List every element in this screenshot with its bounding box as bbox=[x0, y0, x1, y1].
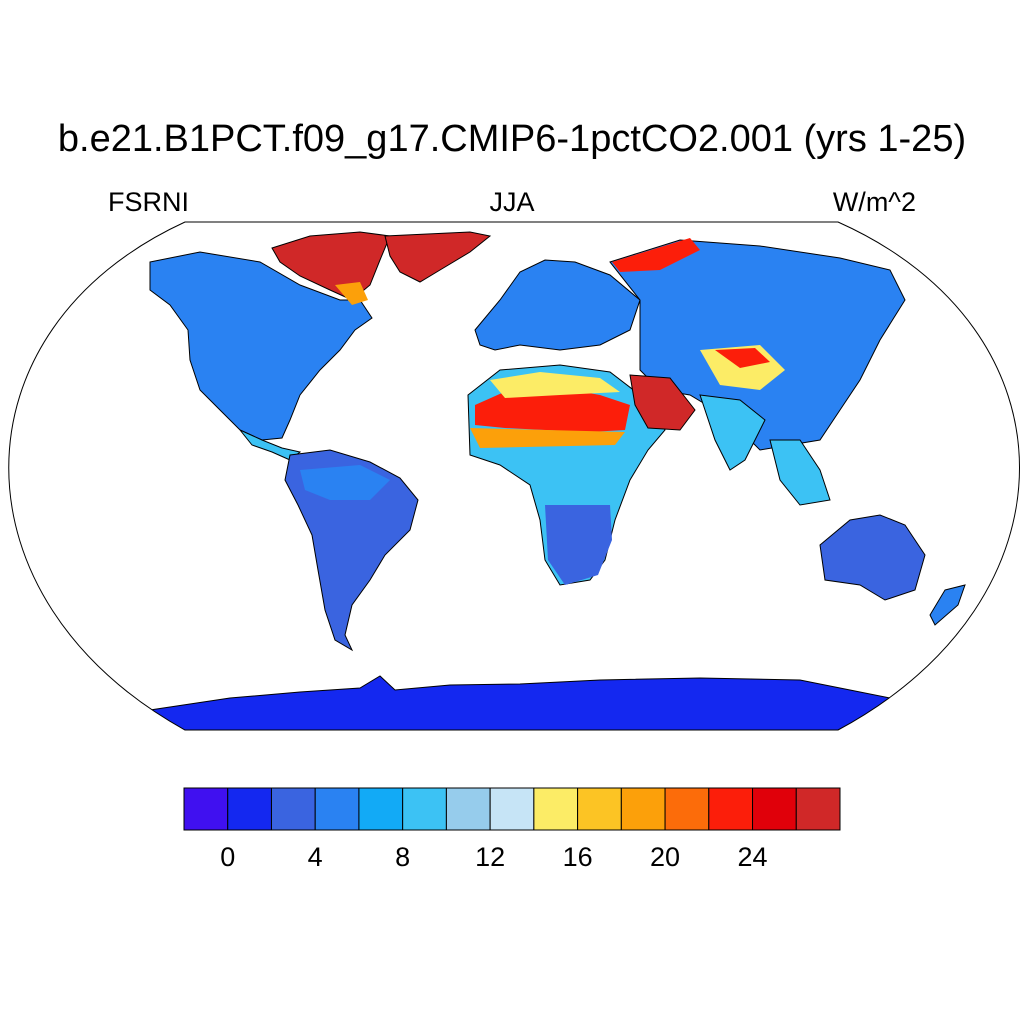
colorbar-swatch bbox=[533, 787, 579, 831]
colorbar-swatch bbox=[795, 787, 841, 831]
new-zealand-land bbox=[929, 584, 966, 626]
siberia-hot bbox=[612, 238, 700, 272]
sahara-yellow bbox=[490, 372, 620, 398]
colorbar-swatch bbox=[183, 787, 229, 831]
colorbar-swatch bbox=[445, 787, 491, 831]
colorbar-tick-label: 0 bbox=[220, 842, 236, 872]
hudson-bay-coast bbox=[335, 282, 368, 305]
colorbar-swatch bbox=[620, 787, 666, 831]
colorbar-tick-label: 20 bbox=[650, 842, 681, 872]
colorbar-tick-label: 4 bbox=[307, 842, 323, 872]
colorbar-swatch bbox=[489, 787, 535, 831]
variable-label: FSRNI bbox=[108, 187, 189, 217]
units-label: W/m^2 bbox=[832, 187, 916, 217]
colorbar-swatch bbox=[664, 787, 710, 831]
colorbar-swatch bbox=[708, 787, 754, 831]
arabia-land bbox=[629, 374, 696, 431]
australia-land bbox=[819, 514, 926, 601]
colorbar-swatch bbox=[227, 787, 272, 831]
colorbar-tick-label: 16 bbox=[562, 842, 593, 872]
colorbar-swatch bbox=[314, 787, 360, 831]
amazon-patch bbox=[300, 465, 390, 500]
colorbar-swatch bbox=[270, 787, 316, 831]
asia-land bbox=[609, 239, 906, 451]
colorbar-swatch bbox=[577, 787, 622, 831]
globe-outline bbox=[8, 221, 1020, 731]
europe-land bbox=[474, 259, 641, 351]
colorbar-swatch bbox=[358, 787, 404, 831]
season-label: JJA bbox=[489, 187, 535, 217]
plot-title: b.e21.B1PCT.f09_g17.CMIP6-1pctCO2.001 (y… bbox=[57, 118, 967, 160]
se-asia-land bbox=[769, 439, 831, 506]
south-america-land bbox=[284, 449, 419, 652]
colorbar-swatch bbox=[402, 787, 447, 831]
arctic-islands bbox=[271, 231, 391, 301]
colorbar-tick-label: 12 bbox=[475, 842, 506, 872]
india-land bbox=[699, 394, 766, 471]
colorbar-swatch bbox=[752, 787, 797, 831]
southern-africa bbox=[545, 505, 612, 585]
north-america-land bbox=[149, 251, 373, 441]
tibet-core bbox=[715, 348, 770, 368]
colorbar-tick-label: 8 bbox=[395, 842, 411, 872]
colorbar-tick-label: 24 bbox=[737, 842, 768, 872]
sahel-band bbox=[470, 428, 625, 448]
greenland bbox=[384, 231, 492, 283]
